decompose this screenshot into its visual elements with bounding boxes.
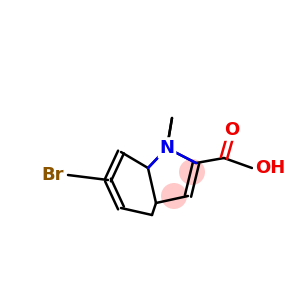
Circle shape [161, 183, 187, 209]
Text: N: N [160, 139, 175, 157]
Text: OH: OH [255, 159, 285, 177]
Text: Br: Br [41, 166, 64, 184]
Text: O: O [224, 121, 240, 139]
Circle shape [179, 159, 205, 185]
